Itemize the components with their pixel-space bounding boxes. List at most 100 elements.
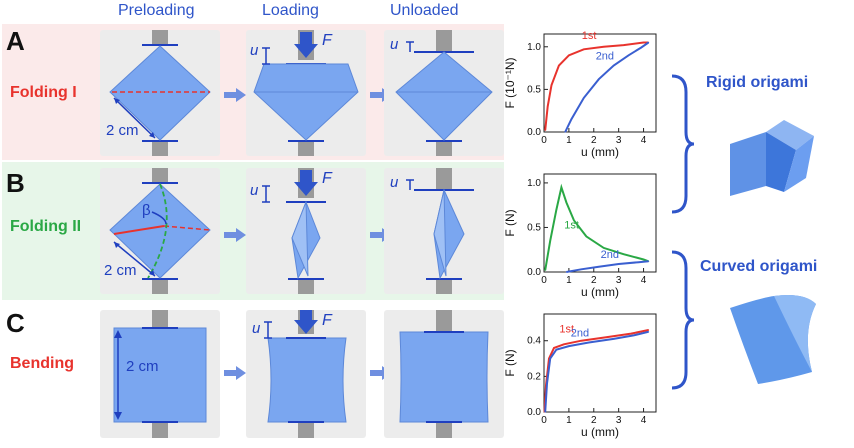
- data-point: [585, 235, 587, 237]
- u-label-a-loading: u: [250, 42, 259, 59]
- f-label-b-loading: F: [322, 170, 332, 187]
- x-tick-label: 3: [616, 415, 622, 426]
- data-point: [583, 97, 585, 99]
- data-point: [588, 341, 590, 344]
- x-axis-label: u (mm): [581, 425, 619, 439]
- data-point: [580, 268, 582, 270]
- data-point: [549, 357, 551, 360]
- row-name-bending: Bending: [10, 355, 74, 372]
- data-point: [550, 84, 553, 86]
- data-point: [647, 329, 650, 331]
- series-line-1: [544, 41, 649, 131]
- series-label-1: 1st: [564, 219, 579, 231]
- row-letter-a: A: [6, 26, 25, 56]
- row-name-folding-2: Folding II: [10, 218, 82, 235]
- column-header-preloading: Preloading: [118, 2, 195, 19]
- x-axis-label: u (mm): [581, 285, 619, 299]
- x-tick-label: 4: [641, 275, 647, 286]
- data-point: [563, 343, 565, 345]
- series-label-2: 2nd: [571, 328, 589, 340]
- data-point: [547, 105, 549, 108]
- series-label-2: 2nd: [596, 51, 614, 63]
- f-label-c-loading: F: [322, 312, 332, 329]
- x-tick-label: 0: [541, 415, 547, 426]
- photo-c-loading: u F: [246, 310, 366, 438]
- photo-a-unloaded: u: [384, 30, 504, 156]
- beta-label: β: [142, 202, 151, 219]
- x-tick-label: 2: [591, 135, 597, 146]
- data-point: [642, 41, 645, 44]
- data-point: [583, 48, 585, 50]
- u-label-b-unloaded: u: [390, 174, 399, 191]
- data-point: [580, 340, 582, 342]
- data-point: [544, 129, 546, 131]
- x-tick-label: 3: [616, 275, 622, 286]
- data-point: [637, 261, 640, 263]
- f-label-a-loading: F: [322, 32, 332, 49]
- curved-origami-label: Curved origami: [700, 258, 818, 275]
- data-point: [564, 131, 566, 133]
- plot-folding-2: 0 1 2 3 4 0.0 0.5 1.0 u (mm) F (N) 1st 2nd: [504, 173, 657, 299]
- photo-b-loading: u F: [246, 168, 366, 294]
- y-tick-label: 0.0: [527, 127, 541, 138]
- y-tick-label: 1.0: [527, 42, 541, 53]
- x-tick-label: 4: [641, 415, 647, 426]
- x-tick-label: 1: [566, 275, 572, 286]
- data-point: [628, 54, 630, 56]
- row-name-folding-1: Folding I: [10, 84, 77, 101]
- scale-label-b: 2 cm: [104, 262, 137, 279]
- data-point: [623, 44, 625, 46]
- y-axis-label: F (N): [504, 209, 517, 236]
- x-tick-label: 0: [541, 135, 547, 146]
- photo-c-unloaded: [384, 310, 504, 438]
- row-letter-b: B: [6, 168, 25, 198]
- data-point: [603, 46, 605, 48]
- column-header-unloaded: Unloaded: [390, 2, 459, 19]
- y-tick-label: 1.0: [527, 178, 541, 189]
- data-point: [613, 338, 615, 340]
- photo-a-loading: u F: [246, 30, 366, 156]
- plot-folding-1: 0 1 2 3 4 0.0 0.5 1.0 u (mm) F (10⁻¹N) 1st 2nd: [504, 30, 657, 159]
- scale-label-a: 2 cm: [106, 122, 139, 139]
- data-point: [640, 47, 642, 49]
- rigid-origami-label: Rigid origami: [706, 74, 809, 91]
- data-point: [553, 347, 555, 349]
- data-point: [613, 64, 615, 67]
- photo-b-preloading: β 2 cm: [100, 168, 220, 294]
- u-label-a-unloaded: u: [390, 36, 399, 53]
- y-tick-label: 0.5: [527, 222, 541, 233]
- curved-origami-illustration: [730, 295, 816, 384]
- data-point: [549, 240, 551, 242]
- data-point: [647, 260, 650, 262]
- data-point: [544, 411, 546, 413]
- y-tick-label: 0.5: [527, 84, 541, 95]
- data-point: [642, 258, 645, 261]
- x-tick-label: 1: [566, 415, 572, 426]
- data-point: [647, 41, 650, 44]
- data-point: [558, 64, 560, 67]
- photo-a-preloading: 2 cm: [100, 30, 220, 156]
- photo-c-preloading: 2 cm: [100, 310, 220, 438]
- x-tick-label: 0: [541, 275, 547, 286]
- data-point: [633, 334, 635, 336]
- data-point: [598, 266, 600, 268]
- x-tick-label: 3: [616, 135, 622, 146]
- x-tick-label: 2: [591, 415, 597, 426]
- series-label-1: 1st: [582, 30, 597, 42]
- y-axis-label: F (N): [504, 349, 517, 376]
- data-point: [605, 336, 607, 338]
- photo-b-unloaded: u: [384, 168, 504, 294]
- row-letter-c: C: [6, 308, 25, 338]
- data-point: [570, 118, 572, 120]
- rigid-origami-illustration: [730, 120, 814, 196]
- series-label-1: 1st: [559, 324, 574, 336]
- data-point: [573, 219, 575, 221]
- brace-curved: [671, 250, 695, 390]
- series-line-2: [564, 41, 650, 133]
- data-point: [647, 331, 650, 333]
- series-label-2: 2nd: [601, 249, 619, 261]
- data-point: [623, 253, 625, 255]
- data-point: [618, 263, 620, 265]
- data-point: [555, 349, 558, 351]
